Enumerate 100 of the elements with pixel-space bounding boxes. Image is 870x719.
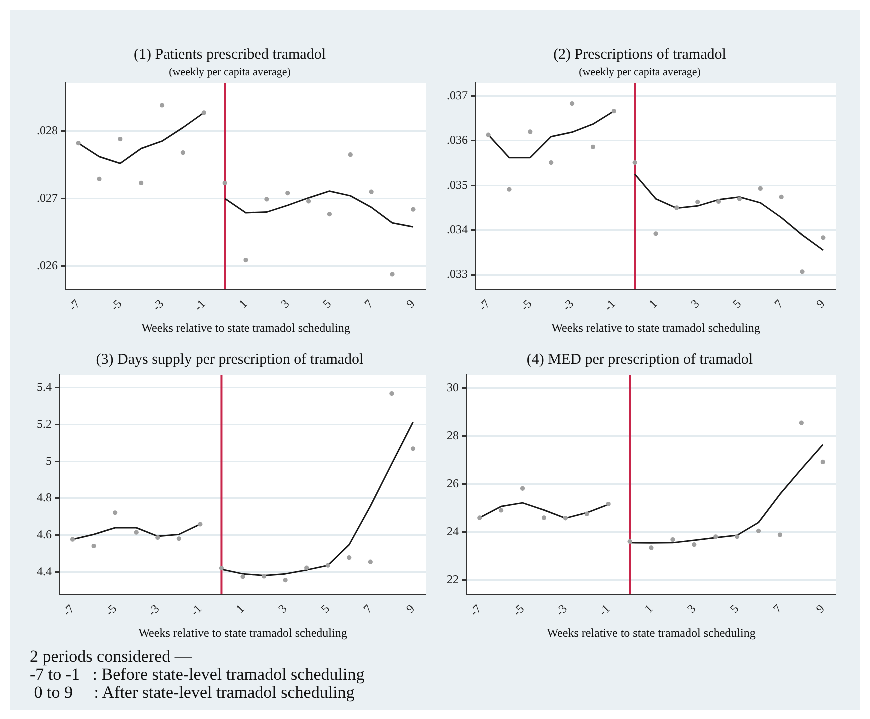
point — [118, 137, 123, 142]
point — [507, 187, 512, 192]
point — [590, 144, 596, 150]
x-tick-label: -7 — [60, 602, 78, 619]
y-tick-label: 24 — [447, 524, 459, 539]
point — [156, 535, 160, 540]
point — [326, 563, 330, 568]
x-tick-label: -3 — [560, 296, 577, 314]
x-tick-label: 9 — [813, 602, 828, 616]
y-tick-label: 5.4 — [37, 380, 52, 394]
point — [542, 516, 547, 520]
x-tick-label: 5 — [320, 296, 334, 312]
point — [369, 190, 374, 194]
y-tick-label: 30 — [447, 380, 459, 394]
y-tick-label: 4.6 — [37, 528, 52, 542]
point — [306, 199, 312, 204]
x-tick-label: 9 — [404, 296, 418, 312]
point — [692, 542, 697, 548]
text: -7 to -1 : Before state-level tramadol scheduling — [30, 665, 365, 684]
y-tick-label: 4.4 — [37, 564, 52, 578]
chart-subtitle: (weekly per capita average) — [579, 66, 702, 78]
point — [347, 556, 352, 560]
point — [520, 486, 526, 491]
point — [737, 196, 742, 202]
point — [820, 460, 826, 465]
x-tick-label: 1 — [236, 296, 250, 312]
x-tick-label: 5 — [728, 602, 742, 616]
y-tick-label: .035 — [447, 178, 468, 192]
x-axis-title: Weeks relative to state tramadol scheduling — [142, 320, 350, 335]
point — [219, 566, 224, 571]
x-axis-title: Weeks relative to state tramadol scheduling — [547, 626, 756, 640]
point — [139, 180, 144, 186]
x-tick-label: -1 — [188, 602, 205, 619]
point — [160, 103, 165, 108]
point — [76, 141, 81, 146]
y-tick-label: .034 — [447, 222, 468, 236]
point — [486, 132, 491, 138]
x-tick-label: 9 — [403, 602, 418, 616]
point — [612, 109, 616, 114]
point — [549, 160, 554, 166]
point — [628, 539, 632, 544]
point — [222, 180, 228, 186]
point — [799, 420, 804, 426]
x-tick-label: -5 — [510, 602, 528, 619]
point — [176, 536, 182, 542]
x-tick-label: 7 — [360, 602, 376, 616]
y-tick-label: .033 — [447, 267, 468, 282]
x-tick-label: 3 — [688, 296, 702, 312]
x-tick-label: -1 — [596, 602, 613, 619]
x-tick-label: -5 — [518, 296, 535, 314]
point — [821, 236, 826, 240]
point — [735, 534, 740, 540]
point — [758, 186, 763, 192]
point — [390, 392, 394, 396]
point — [696, 200, 700, 204]
point — [180, 150, 186, 156]
point — [800, 270, 805, 274]
x-tick-label: 3 — [276, 602, 290, 616]
y-tick-label: 5.2 — [37, 416, 52, 431]
point — [478, 516, 482, 520]
point — [264, 197, 270, 202]
x-tick-label: -5 — [108, 296, 125, 314]
point — [92, 544, 96, 549]
y-tick-label: 22 — [447, 572, 459, 587]
x-tick-label: 7 — [772, 296, 786, 312]
point — [286, 191, 290, 196]
x-axis-title: Weeks relative to state tramadol scheduling — [138, 626, 348, 640]
y-tick-label: .027 — [37, 190, 58, 205]
point — [606, 502, 611, 507]
point — [198, 522, 203, 527]
point — [411, 207, 416, 212]
x-tick-label: 5 — [730, 296, 744, 312]
point — [674, 206, 680, 210]
text: 0 to 9 : After state-level tramadol scheduling — [34, 683, 355, 702]
x-tick-label: -7 — [476, 296, 493, 314]
y-tick-label: .036 — [447, 133, 468, 148]
chart-title: (2) Prescriptions of tramadol — [554, 46, 726, 63]
point — [563, 516, 568, 521]
y-tick-label: .037 — [447, 88, 468, 102]
chart-subtitle: (weekly per capita average) — [169, 66, 292, 78]
chart-title: (3) Days supply per prescription of tramadol — [96, 352, 364, 368]
point — [632, 160, 638, 166]
point — [113, 510, 118, 516]
point — [202, 110, 206, 116]
point — [654, 232, 658, 236]
point — [97, 176, 102, 182]
point — [714, 534, 718, 540]
point — [262, 574, 267, 579]
point — [240, 574, 246, 580]
x-tick-label: 3 — [684, 602, 699, 616]
x-tick-label: 1 — [646, 296, 660, 312]
y-tick-label: 5 — [46, 454, 52, 468]
chart-title: (4) MED per prescription of tramadol — [526, 352, 754, 368]
y-tick-label: 4.8 — [37, 490, 52, 505]
x-tick-label: 7 — [362, 296, 376, 312]
point — [528, 130, 533, 134]
x-tick-label: -3 — [553, 602, 570, 619]
x-tick-label: -3 — [150, 296, 167, 314]
point — [499, 508, 504, 513]
x-tick-label: -1 — [602, 296, 618, 314]
